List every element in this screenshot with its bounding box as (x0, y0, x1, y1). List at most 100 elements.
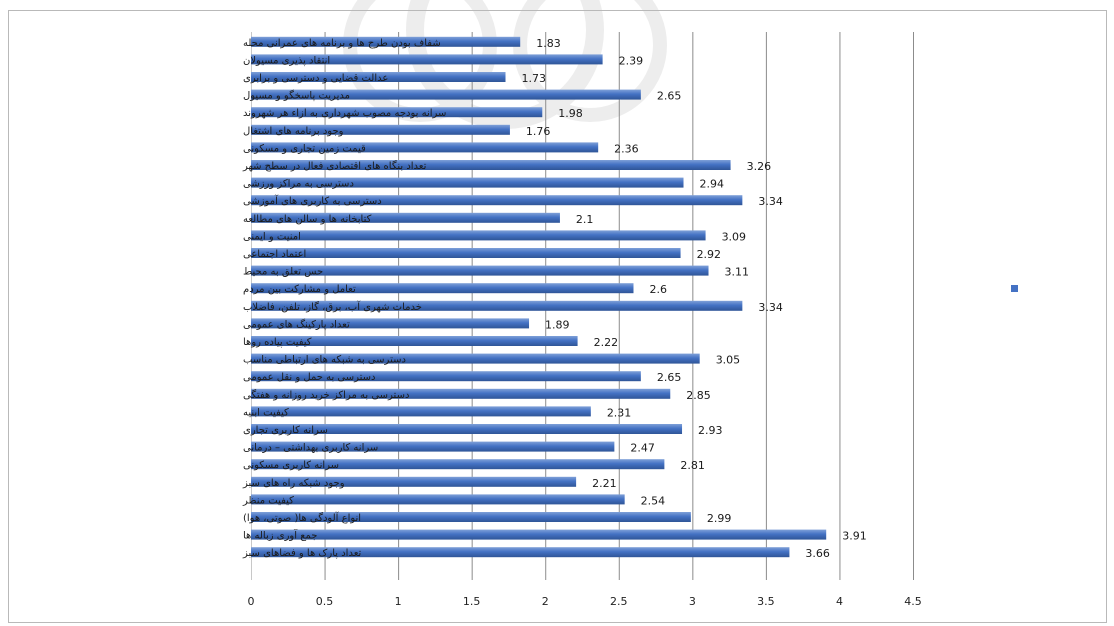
data-label: 2.22 (594, 336, 619, 349)
bar (251, 107, 543, 118)
legend-swatch (1011, 285, 1018, 292)
category-label: شفاف بودن طرح ها و برنامه های عمرانی محل… (243, 38, 441, 49)
data-label: 3.91 (842, 530, 867, 543)
bar (251, 195, 743, 206)
x-tick-label: 3.5 (757, 595, 775, 608)
data-label: 2.85 (686, 389, 711, 402)
x-tick-label: 0.5 (316, 595, 334, 608)
data-label: 2.93 (698, 424, 723, 437)
bar (251, 512, 691, 522)
data-label: 2.92 (697, 248, 722, 261)
bar (251, 72, 506, 82)
data-label: 1.73 (522, 72, 547, 85)
x-tick-label: 2.5 (610, 595, 628, 608)
category-label: سرانه کاربری مسکونی (243, 460, 339, 471)
x-tick-label: 1.5 (463, 595, 481, 608)
bar (251, 160, 731, 170)
data-label: 2.36 (614, 142, 639, 155)
bar (251, 142, 599, 153)
data-label: 1.89 (545, 318, 570, 331)
x-tick-label: 0 (248, 595, 255, 608)
data-label: 2.31 (607, 406, 632, 419)
data-label: 3.11 (725, 266, 750, 279)
bar (251, 36, 521, 47)
data-label: 2.81 (680, 459, 705, 472)
bar (251, 388, 671, 399)
x-tick-label: 4.5 (904, 595, 922, 608)
data-label: 3.34 (758, 195, 783, 208)
data-label: 2.54 (641, 494, 666, 507)
category-label: کیفیت پیاده روها (243, 337, 312, 348)
category-label: انتقاد پذیری مسیولان (243, 55, 330, 66)
data-label: 2.39 (619, 54, 644, 67)
bar (251, 248, 681, 258)
category-label: دسترسی به مراکز خرید روزانه و هفتگی (243, 389, 409, 401)
bar (251, 300, 743, 311)
bar (251, 476, 577, 487)
category-label: مدیریت پاسخگو و مسیول (243, 90, 350, 102)
x-tick-label: 2 (542, 595, 549, 608)
x-tick-label: 1 (395, 595, 402, 608)
data-label: 2.21 (592, 477, 617, 490)
data-label: 2.65 (657, 90, 682, 103)
bar (251, 336, 578, 346)
bar (251, 353, 700, 364)
bar (251, 441, 615, 452)
data-label: 2.99 (707, 512, 732, 525)
bar (251, 318, 530, 329)
category-label: دسترسی به مراکز ورزشی (243, 179, 354, 190)
category-label: امنیت و ایمنی (243, 231, 301, 242)
bar (251, 89, 641, 100)
category-label: دسترسی به شبکه های ارتباطی مناسب (243, 355, 406, 366)
data-label: 1.98 (558, 107, 583, 120)
bar (251, 124, 510, 135)
data-label: 2.47 (630, 442, 655, 455)
category-label: جمع آوری زباله ها (243, 529, 317, 542)
category-label: تعداد پارکینگ های عمومی (243, 318, 350, 330)
data-label: 2.6 (649, 283, 667, 296)
bar (251, 424, 683, 434)
x-tick-label: 3 (689, 595, 696, 608)
data-label: 3.26 (747, 160, 772, 173)
category-label: سرانه کاربری تجاری (243, 425, 328, 436)
bar (251, 283, 634, 294)
category-label: انواع آلودگی ها( صوتی، هوا) (243, 511, 361, 524)
data-label: 2.1 (576, 213, 594, 226)
bar (251, 406, 591, 417)
category-label: تعامل و مشارکت بین مردم (243, 284, 356, 295)
category-label: اعتماد اجتماعی (243, 249, 306, 260)
category-label: عدالت قضایی و دسترسی و برابری (243, 73, 388, 84)
bar (251, 54, 603, 65)
bar (251, 459, 665, 470)
bar (251, 371, 641, 382)
x-tick-label: 4 (836, 595, 843, 608)
category-label: کیفیت ابنیه (243, 407, 289, 418)
chart-frame (8, 10, 1107, 623)
bar (251, 177, 684, 188)
data-label: 1.76 (526, 125, 551, 138)
bar (251, 547, 790, 558)
category-label: حس تعلق به محیط (243, 267, 323, 278)
data-label: 2.94 (700, 178, 725, 191)
bar (251, 212, 560, 223)
category-label: کتابخانه ها و سالن های مطالعه (243, 214, 372, 225)
bar (251, 230, 706, 241)
data-label: 3.09 (722, 230, 747, 243)
category-label: خدمات شهری آب، برق، گاز، تلفن، فاضلاب (243, 300, 422, 313)
bar (251, 529, 827, 540)
data-label: 3.05 (716, 354, 741, 367)
data-label: 3.34 (758, 301, 783, 314)
data-label: 3.66 (805, 547, 830, 560)
category-label: کیفیت منظر (242, 495, 294, 506)
data-label: 1.83 (536, 37, 561, 50)
category-label: سرانه کاربری بهداشتی – درمانی (243, 443, 378, 454)
category-label: تعداد پارک ها و فضاهای سبز (242, 548, 362, 559)
category-label: قیمت زمین تجاری و مسکونی (243, 143, 366, 154)
bar (251, 494, 625, 505)
category-label: تعداد بنگاه های اقتصادی فعال در سطح شهر (242, 160, 427, 172)
category-label: دسترسی به حمل و نقل عمومی (243, 372, 376, 383)
category-label: دسترسی به کاربری های آموزشی (243, 194, 382, 207)
category-label: وجود شبکه راه های سبز (242, 478, 345, 489)
